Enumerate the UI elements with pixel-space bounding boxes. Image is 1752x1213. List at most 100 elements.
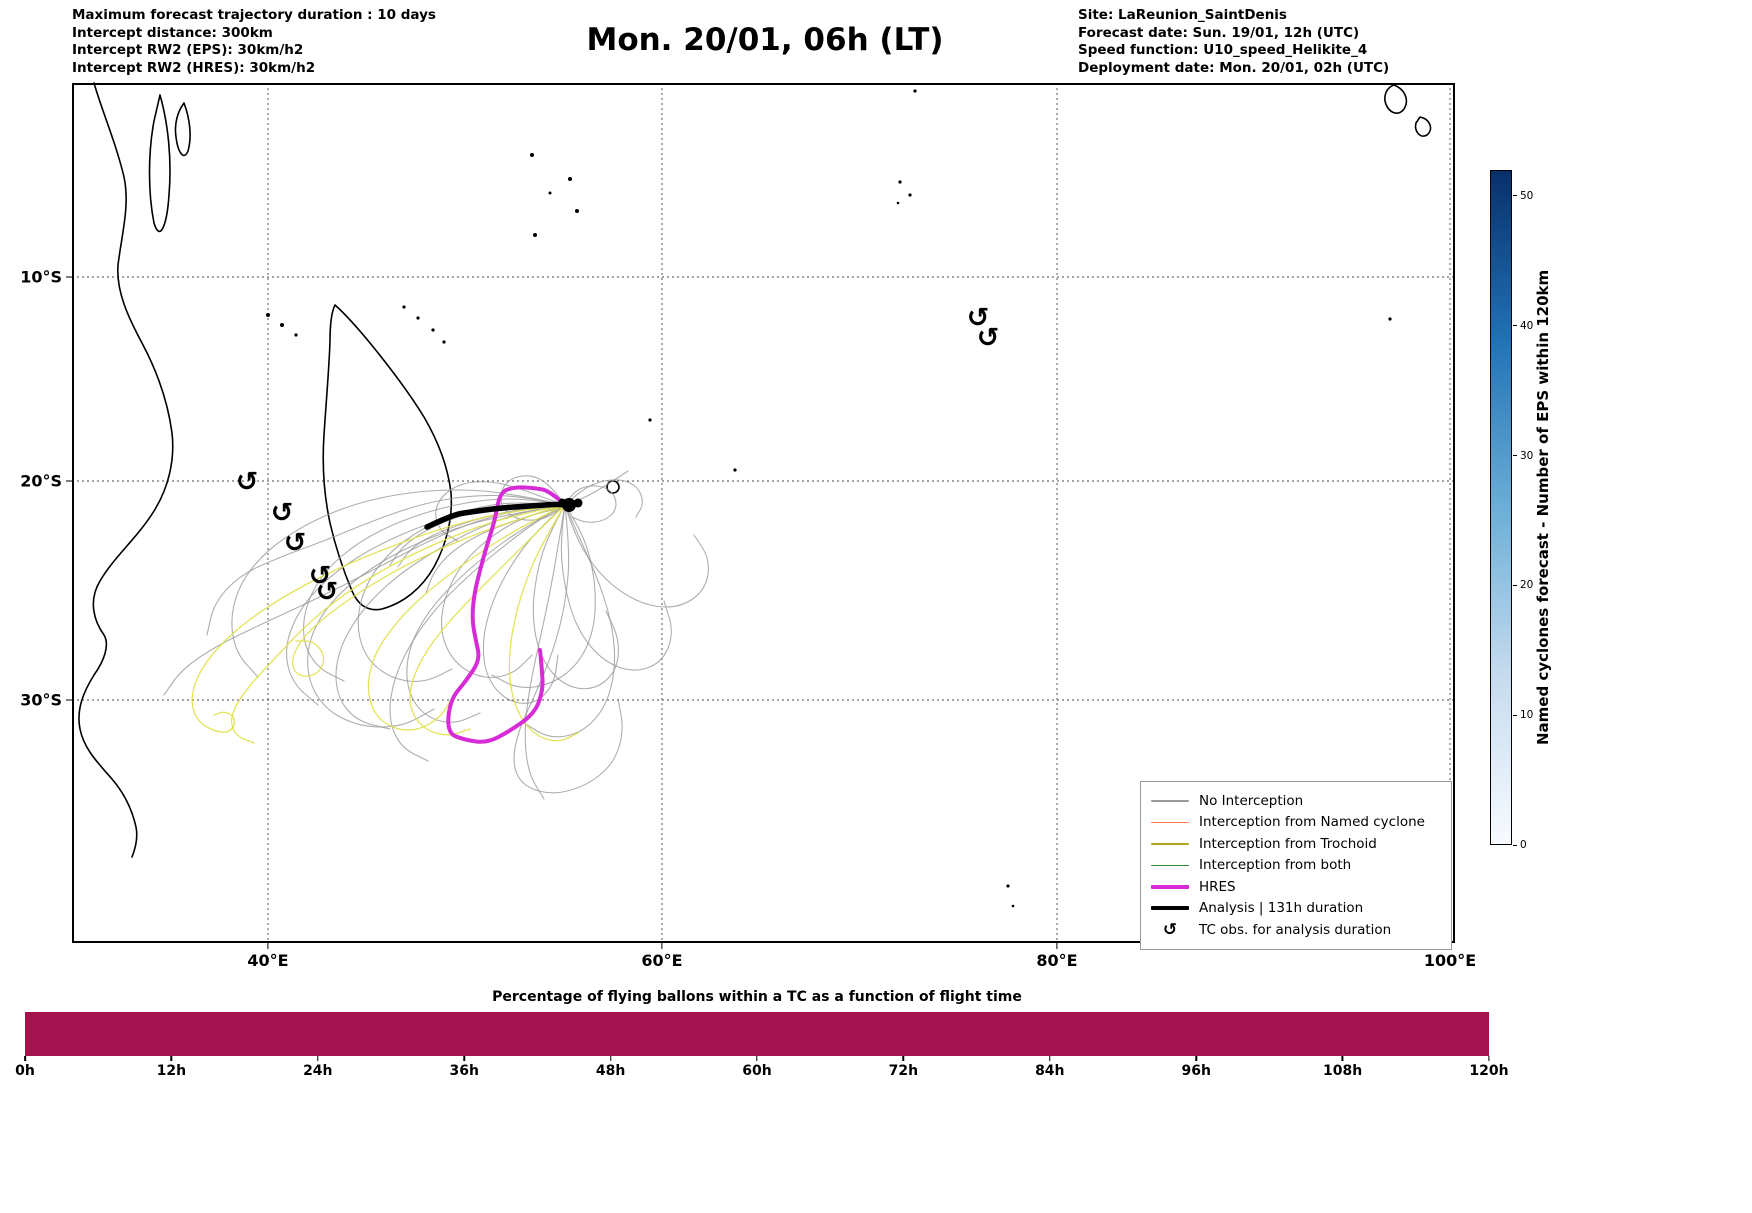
trajectory-interception-from-trochoid: [367, 504, 566, 731]
legend-item: Interception from both: [1151, 855, 1441, 877]
legend-line-sample: [1151, 821, 1189, 823]
flight-time-tick: 120h: [1469, 1056, 1509, 1079]
flight-time-tick: 12h: [157, 1056, 186, 1079]
legend-line: [1151, 843, 1189, 845]
island-dot: [913, 89, 917, 93]
tc-obs-icon: ↺: [309, 561, 332, 592]
island-dot: [533, 233, 537, 237]
tc-obs-icon: ↺: [977, 323, 1000, 354]
flight-time-tick: 108h: [1323, 1056, 1362, 1079]
analysis-end-marker-layer: [558, 498, 583, 512]
analysis-end-marker: [573, 498, 583, 508]
island-dot: [898, 180, 902, 184]
tick-mark: [1049, 1056, 1051, 1061]
trajectory-analysis-131h-duration: [424, 501, 573, 530]
flight-time-tick: 0h: [15, 1056, 35, 1079]
tick-mark: [1513, 844, 1517, 846]
lake-outline: [148, 94, 171, 233]
flight-time-tick: 84h: [1035, 1056, 1065, 1079]
island-dot: [896, 201, 900, 205]
latitude-axis: 10°S 20°S 30°S: [0, 83, 72, 943]
tc-obs-icon: ↺: [284, 528, 307, 559]
trajectory-interception-from-trochoid: [508, 504, 579, 742]
tc-obs-icon: ↺: [271, 498, 294, 529]
flight-time-tick-label: 84h: [1035, 1063, 1065, 1079]
trajectory-no-interception: [524, 504, 566, 800]
tick-mark: [267, 943, 269, 949]
island-dot: [280, 323, 284, 327]
legend-line: [1151, 864, 1189, 866]
analysis-end-marker: [558, 498, 566, 506]
analysis-end-marker: [562, 498, 576, 512]
tick-mark: [66, 276, 72, 278]
lake-outline-2: [174, 102, 191, 157]
y-tick: 30°S: [20, 691, 72, 710]
legend-item-label: TC obs. for analysis duration: [1199, 921, 1392, 938]
flight-time-tick-label: 12h: [156, 1063, 187, 1079]
grid-layer: [72, 83, 1455, 943]
site-info: Site: LaReunion_SaintDenis Forecast date…: [1078, 7, 1389, 77]
longitude-axis: 40°E 60°E 80°E 100°E: [72, 943, 1476, 975]
x-tick: 80°E: [1036, 943, 1078, 970]
figure-title: Mon. 20/01, 06h (LT): [586, 22, 944, 58]
legend-item-label: Analysis | 131h duration: [1199, 900, 1364, 917]
x-tick-label: 100°E: [1423, 951, 1477, 970]
run-parameters: Maximum forecast trajectory duration : 1…: [72, 7, 436, 77]
tick-mark: [1195, 1056, 1197, 1061]
tick-mark: [1341, 1056, 1344, 1061]
small-islands: [266, 89, 1392, 908]
island-outline-ne1: [1384, 84, 1408, 114]
legend-item-label: Interception from Named cyclone: [1199, 814, 1425, 831]
trajectory-no-interception: [491, 504, 596, 688]
colorbar-tick: 30: [1513, 450, 1533, 462]
island-dot: [402, 305, 406, 309]
trajectory-no-interception: [564, 479, 643, 518]
map-canvas: ↺↺↺↺↺↺↺: [72, 82, 1455, 943]
tick-mark: [170, 1056, 173, 1061]
tick-mark: [66, 480, 72, 482]
map-border: [72, 83, 1455, 943]
flight-time-tick-label: 24h: [303, 1063, 333, 1079]
tick-mark: [756, 1056, 758, 1061]
trajectory-no-interception: [307, 504, 566, 728]
legend-item-label: HRES: [1199, 878, 1236, 895]
tick-mark: [661, 943, 663, 949]
tick-mark: [1513, 455, 1517, 457]
trajectory-interception-from-trochoid: [409, 504, 566, 736]
tc-observation-layer: ↺↺↺↺↺↺↺: [236, 303, 1000, 608]
legend-item: HRES: [1151, 876, 1441, 898]
colorbar-axis: 0 10 20 30 40 50: [1513, 170, 1555, 851]
flight-time-tick-label: 36h: [449, 1063, 479, 1079]
tick-mark: [1513, 584, 1517, 586]
legend-line-sample: [1151, 864, 1189, 866]
legend: No Interception Interception from Named c…: [1140, 781, 1452, 950]
tc-obs-icon: ↺: [316, 577, 339, 608]
trajectory-no-interception: [406, 504, 566, 723]
tick-mark: [902, 1056, 905, 1061]
y-tick-label: 10°S: [20, 267, 62, 287]
colorbar-tick-label: 30: [1520, 449, 1534, 462]
colorbar-tick: 40: [1513, 320, 1533, 332]
flight-time-tick: 60h: [742, 1056, 772, 1079]
trajectory-no-interception: [206, 494, 566, 636]
legend-line: [1151, 906, 1189, 911]
flight-time-tick: 96h: [1181, 1056, 1211, 1079]
legend-item: No Interception: [1151, 790, 1441, 812]
trajectory-no-interception: [560, 504, 672, 671]
tick-mark: [1056, 943, 1058, 949]
trajectory-interception-from-trochoid: [191, 504, 566, 733]
colorbar-tick: 50: [1513, 190, 1533, 202]
trajectory-no-interception: [163, 504, 566, 696]
flight-time-tick-label: 72h: [888, 1063, 919, 1079]
trajectory-no-interception: [441, 504, 566, 678]
colorbar-tick-label: 50: [1520, 189, 1534, 202]
coastlines: [78, 82, 1432, 858]
flight-time-tick-label: 120h: [1469, 1063, 1509, 1079]
legend-line: [1151, 884, 1189, 889]
trajectory-no-interception: [513, 504, 623, 794]
island-dot: [568, 177, 572, 181]
trajectory-interception-from-trochoid: [291, 504, 566, 677]
legend-line-sample: [1151, 843, 1189, 845]
tick-mark: [463, 1056, 465, 1061]
